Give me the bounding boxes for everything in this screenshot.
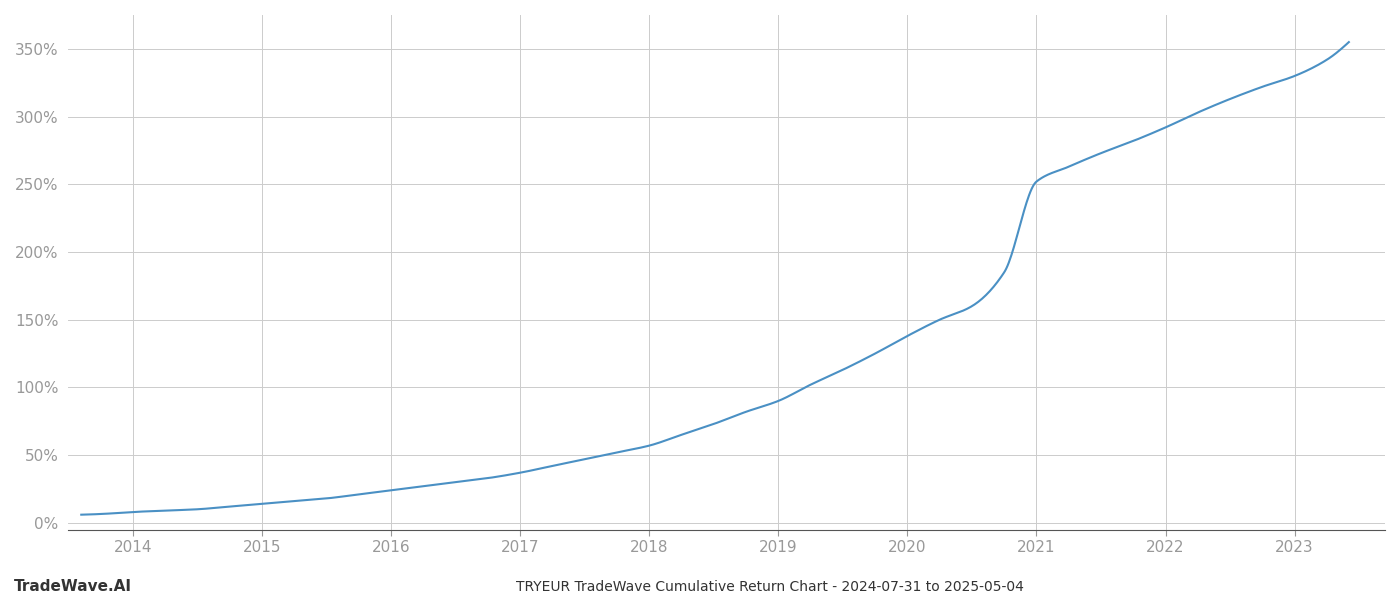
Text: TRYEUR TradeWave Cumulative Return Chart - 2024-07-31 to 2025-05-04: TRYEUR TradeWave Cumulative Return Chart… bbox=[517, 580, 1023, 594]
Text: TradeWave.AI: TradeWave.AI bbox=[14, 579, 132, 594]
